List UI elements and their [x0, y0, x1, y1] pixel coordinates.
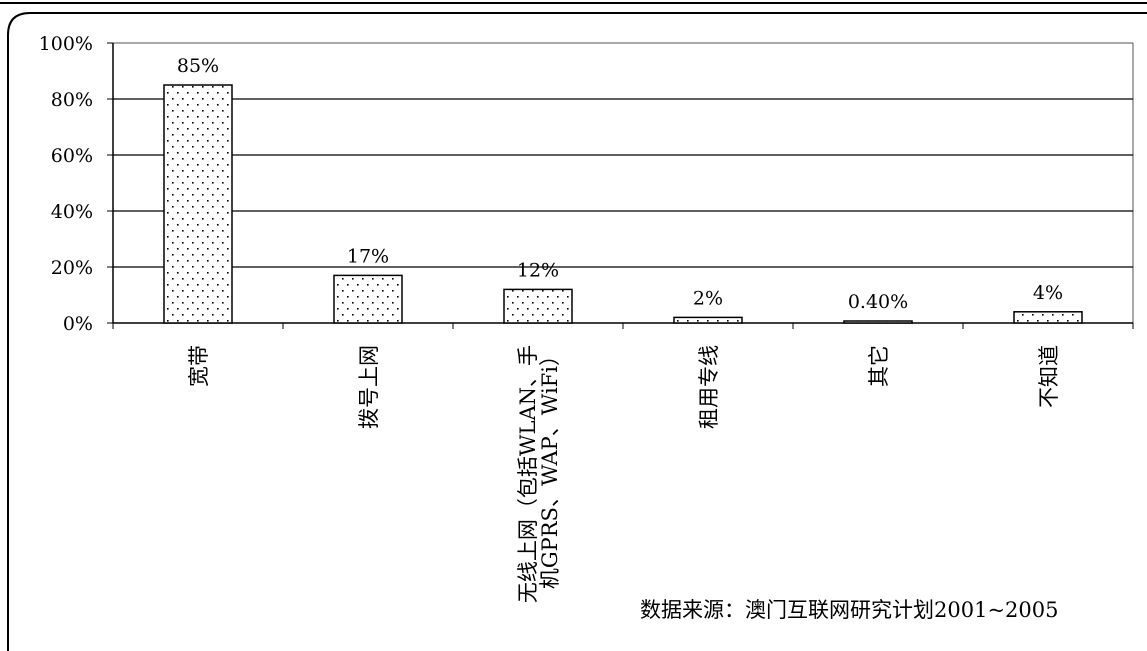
category-label: 其它	[867, 345, 891, 387]
category-label: 机GPRS、WAP、WiFi）	[538, 345, 562, 589]
bar	[503, 288, 573, 324]
y-tick-label: 60%	[51, 145, 93, 167]
bar	[843, 320, 913, 324]
y-tick-label: 20%	[51, 257, 93, 279]
source-note: 数据来源：澳门互联网研究计划2001~2005	[640, 598, 1058, 622]
bar	[673, 316, 743, 324]
y-tick-label: 40%	[51, 201, 93, 223]
category-label: 宽带	[187, 345, 211, 387]
outer-border	[7, 12, 1147, 651]
data-label: 85%	[177, 55, 219, 77]
data-label: 2%	[693, 287, 723, 309]
y-tick-label: 0%	[63, 313, 93, 335]
category-label: 不知道	[1037, 345, 1061, 408]
y-tick-label: 80%	[51, 89, 93, 111]
category-label: 租用专线	[697, 345, 721, 429]
data-label: 0.40%	[848, 291, 908, 313]
bar	[1013, 311, 1083, 324]
plot-area: 0% 20% 40% 60% 80% 100% 85% 宽带 17% 拨号上网 12% 无线上网（包括…	[39, 33, 1134, 603]
category-label: 无线上网（包括WLAN、手	[516, 345, 540, 603]
data-label: 17%	[347, 245, 389, 267]
y-tick-label: 100%	[39, 33, 93, 55]
data-label: 4%	[1033, 282, 1063, 304]
bar	[333, 274, 403, 324]
category-label: 拨号上网	[357, 345, 381, 429]
data-label: 12%	[517, 259, 559, 281]
bar	[163, 84, 233, 324]
